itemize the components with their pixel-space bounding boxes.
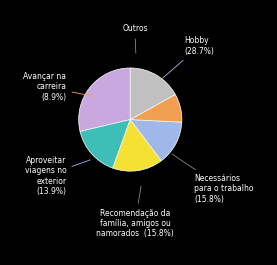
Wedge shape bbox=[79, 68, 130, 131]
Text: Necessários
para o trabalho
(15.8%): Necessários para o trabalho (15.8%) bbox=[172, 154, 253, 204]
Text: Avançar na
carreira
(8.9%): Avançar na carreira (8.9%) bbox=[24, 72, 95, 102]
Wedge shape bbox=[113, 120, 161, 171]
Wedge shape bbox=[80, 120, 130, 168]
Text: Recomendação da
família, amigos ou
namorados  (15.8%): Recomendação da família, amigos ou namor… bbox=[96, 186, 174, 239]
Wedge shape bbox=[130, 120, 182, 161]
Text: Outros: Outros bbox=[122, 24, 148, 53]
Wedge shape bbox=[130, 68, 175, 120]
Text: Hobby
(28.7%): Hobby (28.7%) bbox=[162, 36, 214, 78]
Text: Aproveitar
viagens no
exterior
(13.9%): Aproveitar viagens no exterior (13.9%) bbox=[25, 156, 90, 196]
Wedge shape bbox=[130, 94, 182, 122]
